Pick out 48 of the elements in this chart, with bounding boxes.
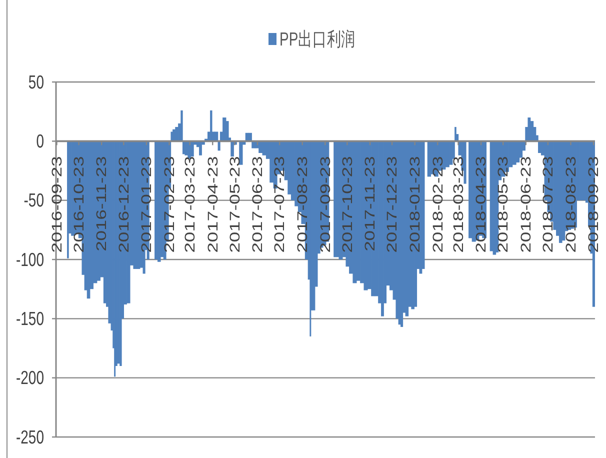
bar	[222, 118, 226, 142]
bar	[258, 141, 263, 153]
x-tick-label: 2018-09-23	[586, 156, 602, 253]
x-tick-label: 2017-06-23	[249, 156, 266, 253]
x-tick-label: 2017-11-23	[362, 156, 378, 252]
x-tick-label: 2017-01-23	[138, 156, 154, 253]
x-tick-label: 2017-12-23	[384, 156, 400, 253]
bar	[449, 141, 453, 165]
x-tick-label: 2016-10-23	[70, 156, 87, 253]
y-tick-label: -50	[24, 190, 44, 212]
y-tick-label: -150	[16, 308, 44, 330]
x-tick-label: 2018-02-23	[430, 156, 446, 253]
x-tick-label: 2017-05-23	[226, 156, 243, 253]
bar	[468, 141, 472, 238]
y-tick-label: 0	[36, 130, 44, 152]
x-tick-label: 2017-10-23	[339, 156, 356, 253]
x-tick-label: 2018-01-23	[406, 156, 423, 253]
y-tick-label: -200	[16, 367, 44, 389]
bar	[239, 141, 243, 165]
y-tick-label: -250	[16, 426, 44, 448]
bar	[516, 141, 520, 162]
x-tick-label: 2017-09-23	[317, 156, 334, 253]
x-tick-label: 2016-11-23	[94, 156, 110, 252]
x-tick-label: 2018-04-23	[473, 156, 490, 253]
x-tick-label: 2017-03-23	[182, 156, 198, 253]
legend-label: PP出口利润	[280, 28, 356, 50]
bar	[528, 118, 531, 142]
x-tick-label: 2017-07-23	[272, 156, 288, 253]
x-tick-label: 2017-02-23	[161, 156, 178, 253]
x-tick-label: 2018-06-23	[518, 156, 534, 253]
x-tick-label: 2018-03-23	[450, 156, 466, 253]
x-tick-label: 2017-08-23	[294, 156, 310, 253]
x-tick-label: 2018-07-23	[540, 156, 556, 253]
x-tick-label: 2016-12-23	[116, 156, 132, 253]
bar	[214, 132, 218, 142]
x-tick-label: 2018-08-23	[562, 156, 579, 253]
bar	[199, 141, 202, 156]
x-tick-label: 2017-04-23	[204, 156, 221, 253]
bar	[226, 121, 229, 142]
bar	[490, 141, 494, 252]
y-tick-label: 50	[28, 71, 44, 93]
bar	[464, 141, 466, 184]
bar	[230, 141, 234, 157]
x-tick-label: 2018-05-23	[495, 156, 512, 253]
y-tick-label: -100	[16, 248, 44, 270]
bar	[190, 141, 194, 157]
x-tick-label: 2016-09-23	[48, 156, 65, 253]
bar	[154, 141, 158, 260]
